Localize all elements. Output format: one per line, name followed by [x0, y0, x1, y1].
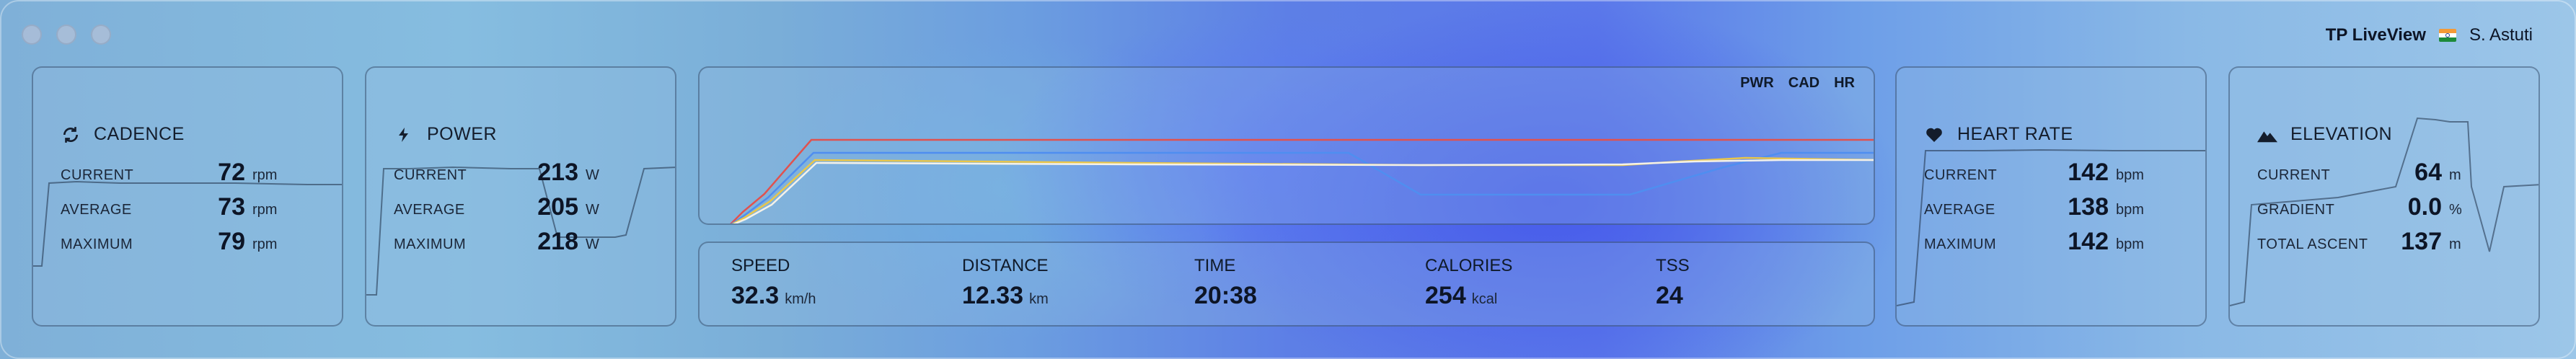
cadence-panel: CADENCE CURRENT 72 rpm AVERAGE 73 rpm MAXIMU… — [32, 66, 343, 327]
heart-rate-row-maximum: MAXIMUM 142 bpm — [1924, 228, 2144, 255]
heart-icon — [1924, 125, 1944, 145]
heart-rate-title: HEART RATE — [1957, 124, 2073, 144]
stat-speed: SPEED 32.3 km/h — [731, 256, 816, 309]
live-graph — [730, 138, 1874, 223]
user-name: S. Astuti — [2469, 25, 2533, 45]
heart-rate-panel: HEART RATE CURRENT 142 bpm AVERAGE 138 bpm M… — [1895, 66, 2207, 327]
elevation-panel: ELEVATION CURRENT 64 m GRADIENT 0.0% TOTAL … — [2228, 66, 2540, 327]
stat-calories: CALORIES 254 kcal — [1425, 256, 1513, 309]
elevation-row-gradient: GRADIENT 0.0% — [2257, 193, 2462, 221]
close-window-button[interactable] — [22, 25, 42, 45]
minimize-window-button[interactable] — [56, 25, 76, 45]
legend-pwr[interactable]: PWR — [1740, 75, 1774, 91]
mountain-icon — [2257, 125, 2277, 145]
elevation-title: ELEVATION — [2290, 124, 2393, 144]
app-title: TP LiveView — [2325, 25, 2426, 45]
cadence-row-average: AVERAGE 73 rpm — [61, 193, 278, 221]
stat-distance: DISTANCE 12.33 km — [962, 256, 1049, 309]
cadence-line — [731, 156, 1874, 223]
graph-legend: PWR CAD HR — [1740, 75, 1855, 92]
elevation-header: ELEVATION — [2257, 124, 2392, 145]
maximize-window-button[interactable] — [91, 25, 111, 45]
titlebar-info: TP LiveView S. Astuti — [2326, 25, 2533, 46]
stat-time: TIME 20:38 — [1194, 256, 1257, 309]
power-panel: POWER CURRENT 213 W AVERAGE 205 W MAXIMUM 218… — [365, 66, 676, 327]
elevation-sparkline — [2230, 117, 2538, 306]
stat-tss: TSS 24 — [1656, 256, 1690, 309]
power-row-current: CURRENT 213 W — [394, 159, 599, 186]
heart-rate-row-average: AVERAGE 138 bpm — [1924, 193, 2144, 221]
india-flag-icon — [2438, 29, 2456, 42]
heart-rate-sparkline — [1897, 149, 2205, 306]
heart-rate-header: HEART RATE — [1924, 124, 2073, 145]
power-row-average: AVERAGE 205 W — [394, 193, 599, 221]
heart-rate-row-current: CURRENT 142 bpm — [1924, 159, 2144, 186]
ride-stats-panel: SPEED 32.3 km/h DISTANCE 12.33 km TIME 20:… — [698, 241, 1875, 327]
lightning-bolt-icon — [394, 125, 414, 145]
power-header: POWER — [394, 124, 497, 145]
power-sparkline — [366, 166, 675, 296]
heart-rate-line — [733, 159, 1874, 223]
power-title: POWER — [427, 124, 497, 144]
cadence-title: CADENCE — [94, 124, 185, 144]
cadence-row-current: CURRENT 72 rpm — [61, 159, 278, 186]
cadence-header: CADENCE — [61, 124, 185, 145]
power-row-maximum: MAXIMUM 218 W — [394, 228, 599, 255]
cadence-sparkline — [33, 180, 342, 267]
elevation-row-current: CURRENT 64 m — [2257, 159, 2461, 186]
refresh-icon — [61, 125, 81, 145]
live-graph-panel: PWR CAD HR — [698, 66, 1875, 225]
legend-cad[interactable]: CAD — [1788, 75, 1820, 91]
legend-hr[interactable]: HR — [1834, 75, 1855, 91]
power-line — [730, 138, 1874, 223]
elevation-row-total-ascent: TOTAL ASCENT 137 m — [2257, 228, 2461, 255]
cadence-row-maximum: MAXIMUM 79 rpm — [61, 228, 278, 255]
